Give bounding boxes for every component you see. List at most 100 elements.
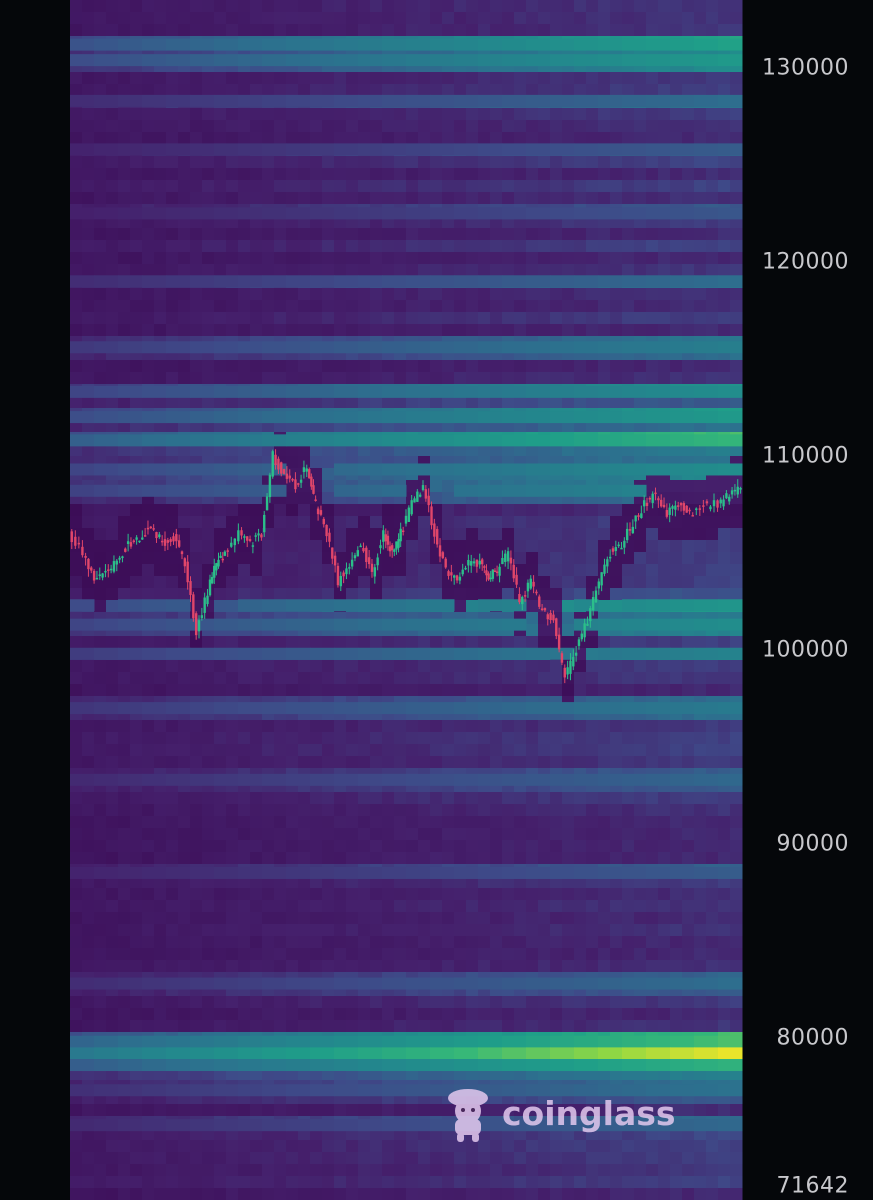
heatmap-cell xyxy=(586,504,599,517)
heatmap-cell xyxy=(610,12,623,25)
heatmap-cell xyxy=(226,912,239,925)
heatmap-cell xyxy=(298,84,311,97)
heatmap-cell xyxy=(718,324,731,337)
heatmap-cell xyxy=(622,672,635,685)
heatmap-cell xyxy=(430,960,443,973)
heatmap-cell xyxy=(298,156,311,169)
heatmap-cell xyxy=(430,324,443,337)
heatmap-cell xyxy=(226,816,239,829)
heatmap-cell xyxy=(94,852,107,865)
heatmap-cell xyxy=(262,828,275,841)
heatmap-cell xyxy=(334,228,347,241)
heatmap-cell xyxy=(322,0,335,13)
heatmap-cell xyxy=(298,1008,311,1021)
heatmap-cell xyxy=(106,552,119,565)
heatmap-cell xyxy=(358,732,371,745)
heatmap-cell xyxy=(94,528,107,541)
heatmap-cell xyxy=(658,1020,671,1033)
heatmap-cell xyxy=(226,132,239,145)
heatmap-cell xyxy=(262,120,275,133)
heatmap-cell xyxy=(346,720,359,733)
heatmap-cell xyxy=(322,480,335,493)
heatmap-cell xyxy=(598,600,611,613)
heatmap-cell xyxy=(82,228,95,241)
heatmap-cell xyxy=(694,720,707,733)
heatmap-cell xyxy=(274,228,287,241)
heatmap-cell xyxy=(490,540,503,553)
heatmap-cell xyxy=(178,684,191,697)
heatmap-cell xyxy=(118,996,131,1009)
heatmap-cell xyxy=(322,360,335,373)
heatmap-cell xyxy=(382,948,395,961)
heatmap-cell xyxy=(82,180,95,193)
heatmap-cell xyxy=(646,924,659,937)
heatmap-cell xyxy=(730,192,743,205)
heatmap-cell xyxy=(730,12,743,25)
heatmap-cell xyxy=(514,948,527,961)
heatmap-cell xyxy=(274,756,287,769)
heatmap-cell xyxy=(646,804,659,817)
heatmap-cell xyxy=(166,420,179,433)
heatmap-cell xyxy=(502,240,515,253)
heatmap-cell xyxy=(298,528,311,541)
heatmap-cell xyxy=(214,420,227,433)
heatmap-cell xyxy=(370,732,383,745)
heatmap-cell xyxy=(202,912,215,925)
heatmap-cell xyxy=(598,72,611,85)
heatmap-cell xyxy=(298,120,311,133)
heatmap-cell xyxy=(166,120,179,133)
heatmap-cell xyxy=(106,0,119,13)
heatmap-cell xyxy=(94,744,107,757)
heatmap-cell xyxy=(70,1008,83,1021)
heatmap-cell xyxy=(526,876,539,889)
heatmap-cell xyxy=(478,252,491,265)
heatmap-cell xyxy=(418,444,431,457)
heatmap-cell xyxy=(106,1020,119,1033)
heatmap-cell xyxy=(574,156,587,169)
heatmap-cell xyxy=(478,240,491,253)
heatmap-cell xyxy=(526,912,539,925)
heatmap-cell xyxy=(130,576,143,589)
heatmap-cell xyxy=(610,84,623,97)
heatmap-cell xyxy=(106,996,119,1009)
heatmap-cell xyxy=(394,732,407,745)
heatmap-cell xyxy=(658,264,671,277)
heatmap-cell xyxy=(502,924,515,937)
heatmap-cell xyxy=(142,300,155,313)
heatmap-cell xyxy=(622,840,635,853)
heatmap-cell xyxy=(610,444,623,457)
heatmap-cell xyxy=(598,804,611,817)
heatmap-cell xyxy=(550,516,563,529)
heatmap-cell xyxy=(526,108,539,121)
heatmap-cell xyxy=(106,420,119,433)
heatmap-cell xyxy=(694,252,707,265)
heatmap-cell xyxy=(670,588,683,601)
heatmap-cell xyxy=(358,888,371,901)
heatmap-cell xyxy=(142,252,155,265)
heatmap-cell xyxy=(694,108,707,121)
heatmap-cell xyxy=(214,228,227,241)
heatmap-cell xyxy=(418,552,431,565)
heatmap-cell xyxy=(562,132,575,145)
heatmap-cell xyxy=(250,804,263,817)
heatmap-cell xyxy=(394,720,407,733)
heatmap-cell xyxy=(94,888,107,901)
heatmap-cell xyxy=(562,240,575,253)
heatmap-cell xyxy=(574,420,587,433)
heatmap-cell xyxy=(358,0,371,13)
heatmap-cell xyxy=(70,816,83,829)
heatmap-cell xyxy=(550,1008,563,1021)
heatmap-cell xyxy=(406,168,419,181)
heatmap-cell xyxy=(466,72,479,85)
heatmap-cell xyxy=(154,840,167,853)
heatmap-cell xyxy=(334,12,347,25)
heatmap-cell xyxy=(646,912,659,925)
heatmap-cell xyxy=(118,72,131,85)
heatmap-cell xyxy=(730,312,743,325)
heatmap-cell xyxy=(226,732,239,745)
heatmap-cell xyxy=(202,240,215,253)
heatmap-cell xyxy=(634,792,647,805)
heatmap-cell xyxy=(310,492,323,505)
heatmap-cell xyxy=(718,84,731,97)
heatmap-cell xyxy=(514,924,527,937)
